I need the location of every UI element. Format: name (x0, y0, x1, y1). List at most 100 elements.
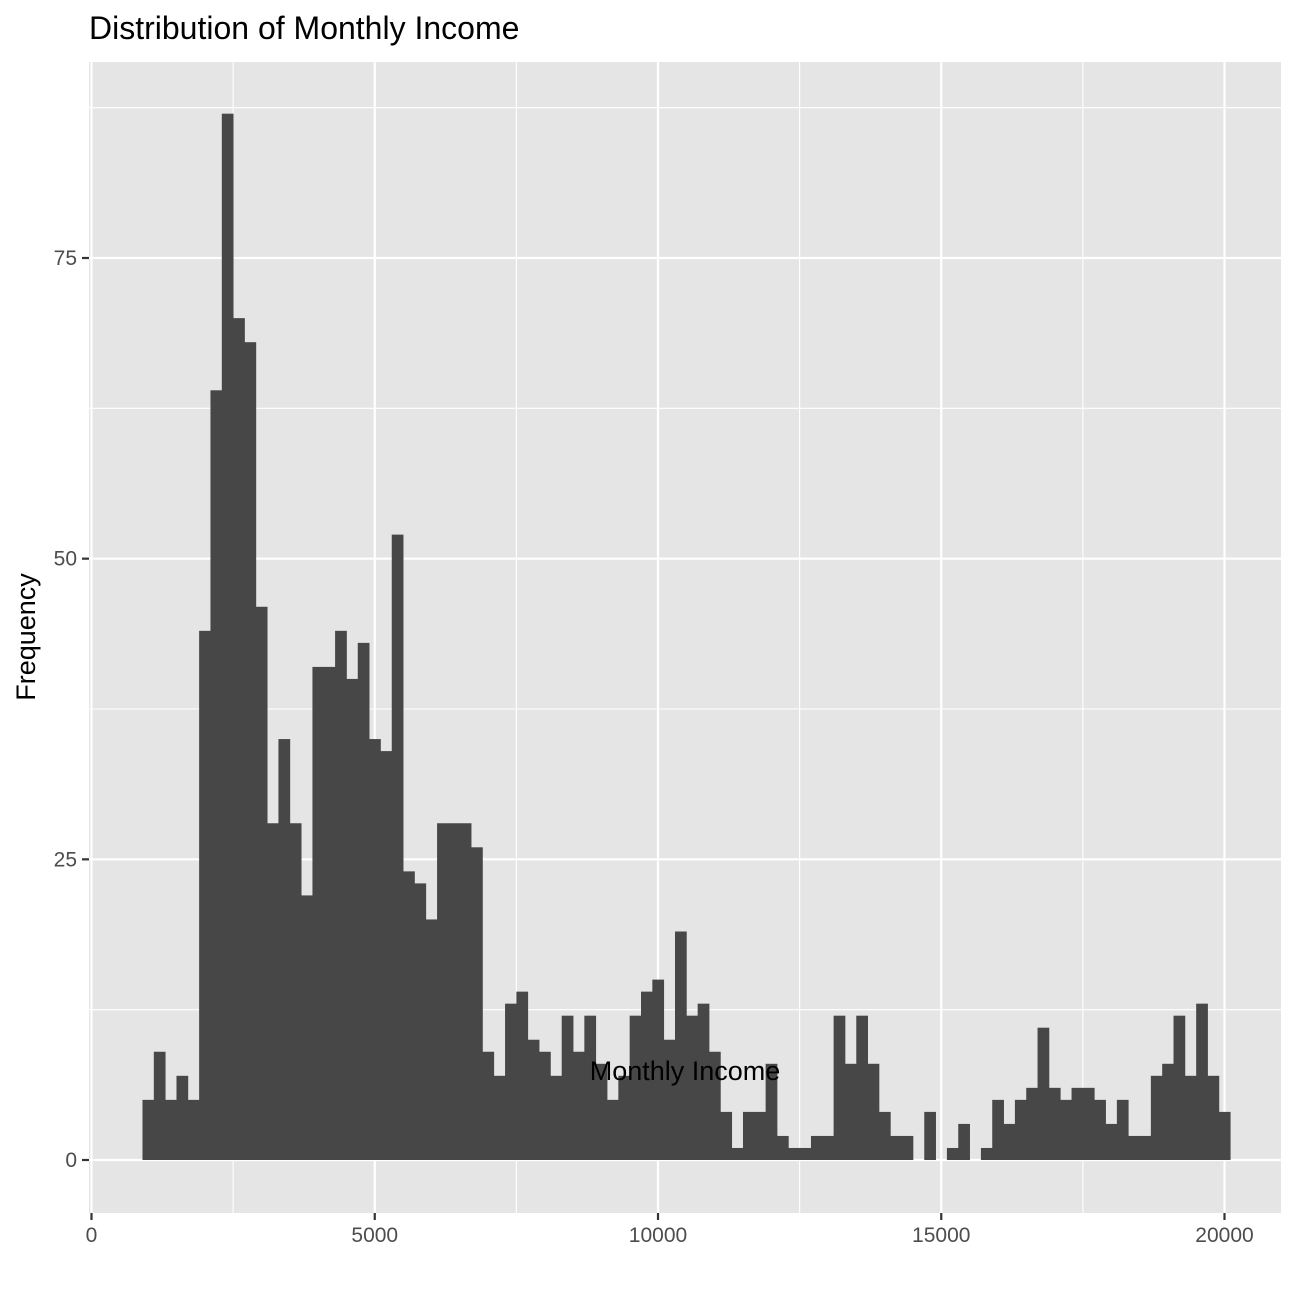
histogram-bar (482, 1051, 495, 1160)
histogram-bar (210, 390, 223, 1160)
histogram-bar (652, 979, 665, 1160)
histogram-bar (765, 1063, 778, 1160)
histogram-bar (1082, 1087, 1095, 1160)
histogram-bar (414, 883, 427, 1160)
x-tick-label: 10000 (629, 1224, 687, 1247)
histogram-bar (1162, 1063, 1174, 1160)
histogram-bar (878, 1111, 891, 1160)
histogram-bar (720, 1111, 733, 1160)
histogram-bar (165, 1099, 177, 1160)
histogram-bar (448, 823, 461, 1160)
chart-title: Distribution of Monthly Income (89, 10, 519, 46)
histogram-bar (754, 1111, 767, 1160)
histogram-bar (278, 739, 291, 1160)
histogram-bar (233, 318, 245, 1161)
histogram-bar (301, 895, 313, 1160)
histogram-bar (1071, 1087, 1084, 1160)
histogram-bar (742, 1111, 755, 1160)
histogram-bar (924, 1111, 936, 1160)
y-tick-label: 75 (54, 247, 77, 270)
histogram-bar (357, 642, 370, 1160)
histogram-bar (267, 823, 279, 1160)
histogram-bar (323, 666, 336, 1160)
y-axis: 0 25 50 75 (54, 247, 89, 1172)
histogram-bar (437, 823, 449, 1160)
histogram-bar (1026, 1087, 1038, 1160)
histogram-bar (1003, 1123, 1016, 1160)
histogram-bar (708, 1051, 721, 1160)
histogram-bar (980, 1147, 993, 1160)
histogram-bar (505, 1003, 517, 1160)
histogram-bar (346, 678, 359, 1160)
histogram-bar (380, 751, 393, 1160)
histogram-bar (1139, 1135, 1152, 1160)
histogram-bar (1105, 1123, 1118, 1160)
histogram-bar (153, 1051, 166, 1160)
histogram-bar (1037, 1027, 1050, 1160)
histogram-bar (1150, 1075, 1163, 1160)
x-tick-label: 0 (86, 1224, 98, 1247)
histogram-bar (1218, 1111, 1231, 1160)
histogram-bar (1060, 1099, 1072, 1160)
x-tick-label: 20000 (1195, 1224, 1253, 1247)
histogram-bar (992, 1099, 1004, 1160)
histogram-bar (788, 1147, 801, 1160)
histogram-bar (516, 991, 529, 1160)
histogram-bar (810, 1135, 823, 1160)
histogram-bar (255, 606, 268, 1160)
x-axis-title: Monthly Income (590, 1056, 781, 1086)
histogram-bar (1014, 1099, 1027, 1160)
histogram-bars (142, 113, 1231, 1161)
histogram-bar (289, 823, 302, 1160)
histogram-bar (187, 1099, 200, 1160)
histogram-bar (199, 630, 211, 1160)
histogram-bar (867, 1063, 880, 1160)
histogram-bar (1116, 1099, 1129, 1160)
histogram-bar (1128, 1135, 1140, 1160)
histogram-bar (641, 991, 653, 1160)
histogram-bar (561, 1015, 574, 1160)
histogram-bar (527, 1039, 540, 1160)
histogram-bar (550, 1075, 563, 1160)
histogram-bar (403, 871, 415, 1160)
x-axis: 0 5000 10000 15000 20000 (86, 1213, 1254, 1247)
histogram-bar (584, 1015, 597, 1160)
histogram-bar (776, 1135, 789, 1160)
histogram-bar (697, 1003, 710, 1160)
histogram-bar (1173, 1015, 1186, 1160)
histogram-bar (595, 1063, 608, 1160)
histogram-bar (946, 1147, 959, 1160)
histogram-bar (1207, 1075, 1220, 1160)
histogram-bar (890, 1135, 902, 1160)
histogram-bar (1048, 1087, 1061, 1160)
histogram-bar (391, 534, 404, 1160)
histogram-bar (335, 630, 347, 1160)
histogram-bar (493, 1075, 506, 1160)
histogram-bar (1184, 1075, 1197, 1160)
histogram-bar (459, 823, 472, 1160)
y-tick-label: 50 (54, 548, 77, 571)
histogram-bar (1196, 1003, 1208, 1160)
histogram-bar (618, 1075, 631, 1160)
histogram-bar (425, 919, 438, 1160)
histogram-bar (833, 1015, 846, 1160)
histogram-bar (312, 666, 325, 1160)
histogram-bar (244, 342, 257, 1161)
histogram-bar (674, 931, 687, 1160)
y-tick-label: 25 (54, 848, 77, 871)
histogram-bar (607, 1099, 619, 1160)
histogram-bar (958, 1123, 970, 1160)
y-axis-title: Frequency (11, 573, 41, 701)
histogram-bar (369, 739, 381, 1160)
histogram-bar (573, 1051, 585, 1160)
histogram-bar (856, 1015, 869, 1160)
histogram-bar (822, 1135, 835, 1160)
histogram-bar (663, 1039, 676, 1160)
histogram-bar (539, 1051, 551, 1160)
histogram-bar (686, 1015, 699, 1160)
histogram-bar (471, 847, 483, 1160)
histogram-bar (799, 1147, 812, 1160)
histogram-bar (221, 113, 234, 1160)
histogram-bar (629, 1015, 642, 1160)
